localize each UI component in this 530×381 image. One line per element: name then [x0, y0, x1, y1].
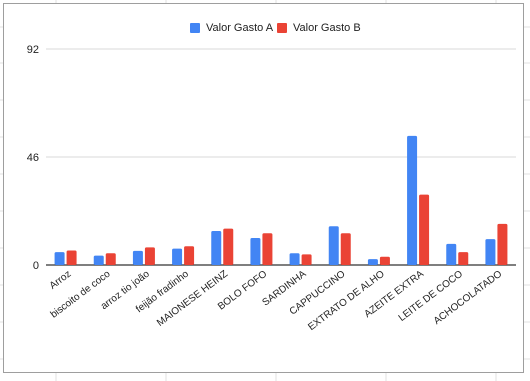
x-tick-label: EXTRATO DE ALHO [306, 268, 387, 333]
bar-series-b [184, 246, 195, 265]
y-tick-label: 92 [27, 44, 39, 56]
bar-series-a [367, 259, 378, 265]
bar-series-b [262, 233, 273, 265]
legend-item-series-b: Valor Gasto B [277, 20, 361, 36]
bar-series-b [419, 194, 430, 265]
legend-swatch-series-a [190, 23, 200, 33]
bar-series-a [211, 230, 222, 265]
bar-series-a [446, 243, 457, 265]
chart-legend: Valor Gasto A Valor Gasto B [0, 20, 530, 38]
legend-swatch-series-b [277, 23, 287, 33]
legend-label-series-a: Valor Gasto A [206, 22, 274, 34]
legend-label-series-b: Valor Gasto B [293, 22, 361, 34]
bar-series-a [93, 255, 104, 265]
bars [54, 135, 508, 265]
y-tick-label: 46 [27, 152, 39, 164]
bar-series-a [289, 253, 300, 265]
bar-series-b [458, 252, 469, 265]
bar-series-a [250, 238, 261, 265]
bar-series-a [54, 252, 65, 265]
bar-series-b [497, 223, 508, 265]
bar-series-a [407, 135, 418, 265]
bar-series-b [340, 233, 351, 265]
gridlines [46, 48, 516, 266]
bar-series-b [379, 256, 390, 265]
x-tick-label: Arroz [48, 269, 74, 292]
bar-series-a [172, 248, 183, 265]
bar-series-a [328, 226, 339, 265]
bar-series-a [132, 250, 143, 265]
y-axis-tick-labels: 0 46 92 [27, 44, 39, 272]
legend-item-series-a: Valor Gasto A [190, 20, 273, 36]
chart-container[interactable] [3, 3, 524, 373]
bar-series-b [66, 250, 77, 265]
bar-series-a [485, 239, 496, 265]
x-tick-label: MAIONESE HEINZ [155, 269, 230, 329]
bar-series-b [223, 228, 234, 265]
bar-series-b [105, 253, 116, 265]
bar-series-b [144, 247, 155, 265]
x-tick-label: ACHOCOLATADO [432, 268, 505, 327]
bar-series-b [301, 254, 312, 265]
y-tick-label: 0 [33, 260, 39, 272]
